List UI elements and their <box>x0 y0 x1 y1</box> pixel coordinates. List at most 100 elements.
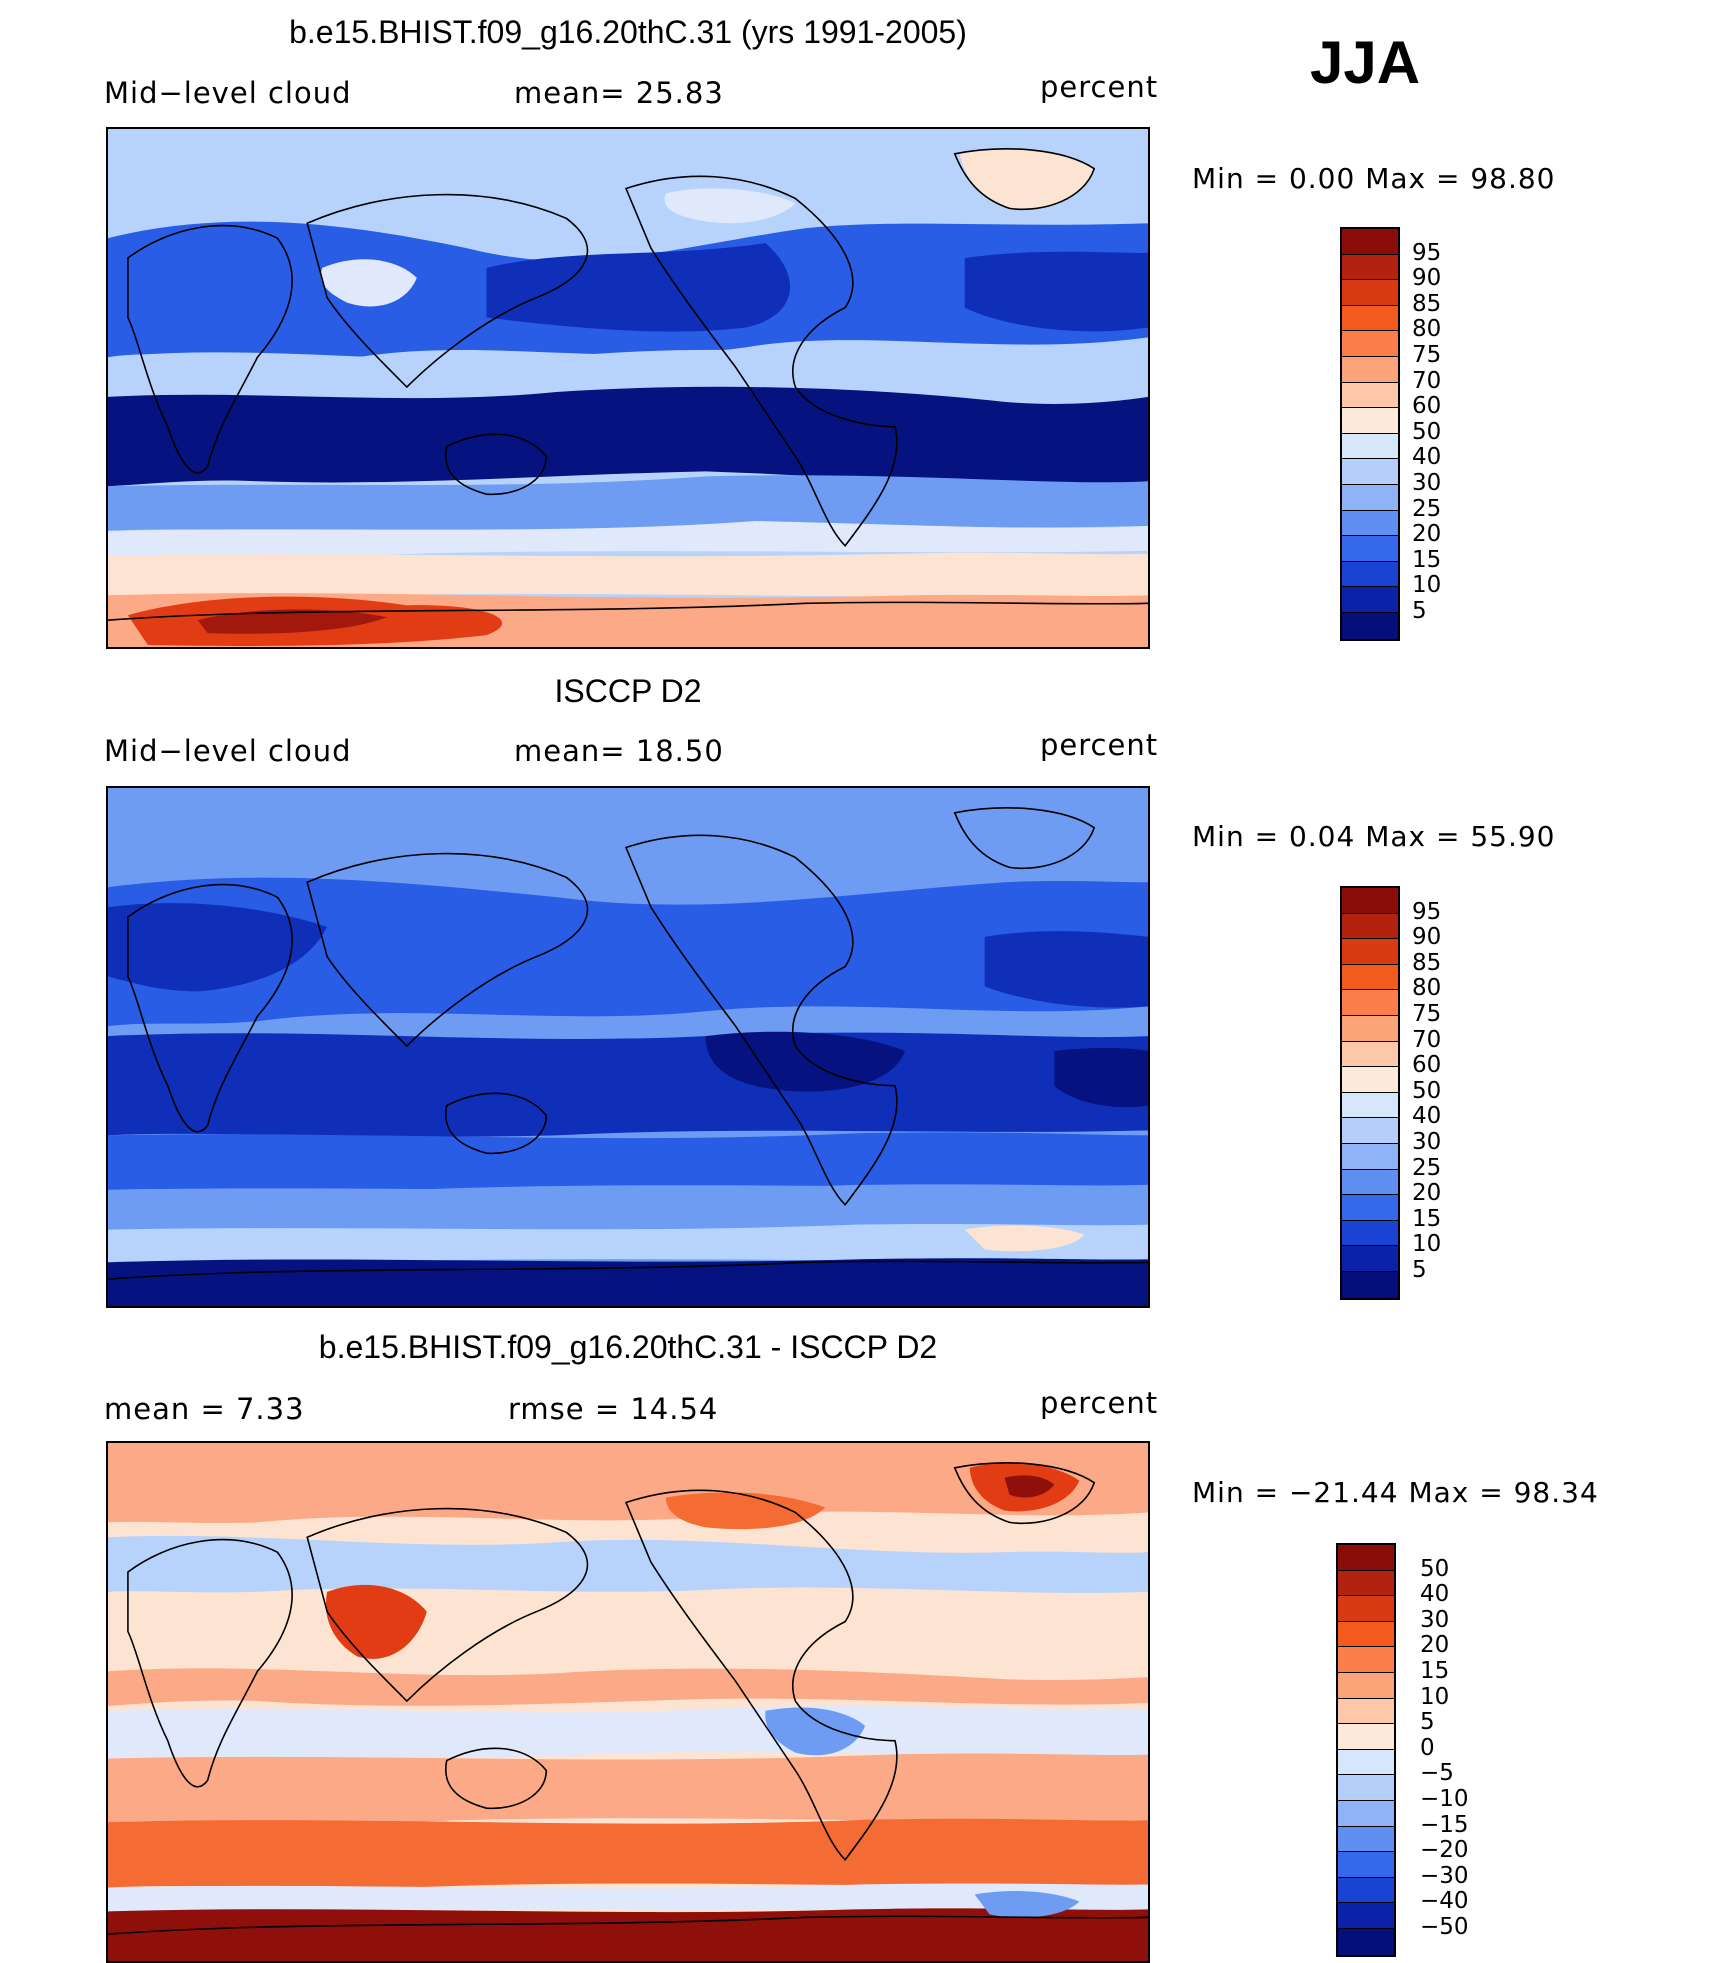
season-label: JJA <box>1310 29 1421 96</box>
colorbar-model <box>1340 227 1400 641</box>
colorbar-swatch <box>1342 990 1398 1016</box>
colorbar-swatch <box>1342 1092 1398 1119</box>
peru-blue <box>765 1707 866 1756</box>
colorbar-tick-label: −5 <box>1420 1760 1454 1787</box>
colorbar-swatch <box>1338 1724 1394 1750</box>
colorbar-tick-label: 95 <box>1412 898 1442 925</box>
colorbar-tick-label: 30 <box>1420 1606 1450 1633</box>
itcz-pale <box>108 349 1148 398</box>
colorbar-swatch <box>1342 331 1398 357</box>
colorbar-swatch <box>1338 1698 1394 1725</box>
colorbar-swatch <box>1338 1621 1394 1648</box>
southern-pale <box>108 520 1148 557</box>
colorbar-swatch <box>1342 1143 1398 1170</box>
colorbar-swatch <box>1342 484 1398 511</box>
colorbar-tick-label: 10 <box>1412 572 1442 599</box>
greenland-darkred <box>1004 1475 1055 1498</box>
antarctic-darkred <box>197 609 387 634</box>
mean-label-model: mean= 25.83 <box>514 76 724 110</box>
colorbar-swatch <box>1338 1775 1394 1801</box>
rockies-pale <box>664 188 796 224</box>
colorbar-tick-label: 10 <box>1420 1683 1450 1710</box>
contour-map-obs <box>108 788 1148 1306</box>
colorbar-swatches-model <box>1342 229 1398 639</box>
colorbar-swatch <box>1338 1647 1394 1673</box>
colorbar-tick-label: −10 <box>1420 1786 1469 1812</box>
colorbar-swatch <box>1338 1570 1394 1597</box>
colorbar-swatch <box>1338 1545 1394 1571</box>
colorbar-tick-label: 85 <box>1412 949 1442 976</box>
colorbar-tick-label: 90 <box>1412 924 1442 951</box>
colorbar-swatch <box>1342 459 1398 485</box>
contour-map-model <box>108 129 1148 647</box>
colorbar-tick-label: 15 <box>1420 1658 1450 1684</box>
colorbar-swatch <box>1338 1596 1394 1622</box>
southern-light <box>108 1184 1148 1231</box>
colorbar-swatch <box>1338 1749 1394 1776</box>
colorbar-tick-label: 25 <box>1412 1154 1442 1181</box>
colorbar-swatch <box>1342 964 1398 991</box>
colorbar-tick-label: −20 <box>1420 1837 1469 1864</box>
colorbar-tick-label: 75 <box>1412 1001 1442 1027</box>
colorbar-tick-label: −30 <box>1420 1862 1469 1889</box>
northern-dark <box>108 903 328 992</box>
coastlines-obs <box>108 807 1148 1280</box>
colorbar-tick-label: 50 <box>1412 418 1442 445</box>
tropic-south-deep <box>108 386 1148 488</box>
colorbar-swatch <box>1342 254 1398 281</box>
colorbar-swatch <box>1342 382 1398 409</box>
india-red <box>325 1584 427 1659</box>
colorbar-tick-label: 20 <box>1412 1180 1442 1207</box>
colorbar-swatch <box>1342 356 1398 383</box>
colorbar-swatches-diff <box>1338 1545 1394 1955</box>
colorbar-tick-label: 5 <box>1420 1709 1435 1736</box>
units-label-obs: percent <box>1040 728 1159 762</box>
colorbar-swatch <box>1338 1903 1394 1929</box>
colorbar-swatch <box>1342 280 1398 306</box>
northern-pale-blue <box>108 1535 1148 1593</box>
colorbar-swatch <box>1342 587 1398 613</box>
colorbar-tick-label: 15 <box>1412 546 1442 573</box>
panel-title-model: b.e15.BHIST.f09_g16.20thC.31 (yrs 1991-2… <box>289 14 967 50</box>
colorbar-tick-label: 30 <box>1412 1129 1442 1155</box>
field-label-model: Mid−level cloud <box>104 76 352 110</box>
rmse-label-diff: rmse = 14.54 <box>508 1392 719 1426</box>
panel-title-obs: ISCCP D2 <box>554 673 702 709</box>
colorbar-tick-label: 60 <box>1412 393 1442 420</box>
colorbar-tick-label: 20 <box>1412 521 1442 548</box>
colorbar-swatches-obs <box>1342 888 1398 1298</box>
colorbar-swatch <box>1342 1041 1398 1068</box>
atlantic-dark <box>984 931 1148 1008</box>
colorbar-swatch <box>1338 1852 1394 1878</box>
itcz-salmon <box>108 1668 1148 1706</box>
colorbar-tick-label: 15 <box>1412 1205 1442 1232</box>
tropical-pale <box>108 1706 1148 1759</box>
colorbar-tick-label: 70 <box>1412 1026 1442 1053</box>
greenland-peach <box>959 148 1095 210</box>
colorbar-swatch <box>1338 1928 1394 1955</box>
colorbar-tick-label: −40 <box>1420 1888 1469 1915</box>
antarctic-blue-patch <box>974 1891 1080 1918</box>
colorbar-swatch <box>1342 1220 1398 1247</box>
colorbar-swatch <box>1342 536 1398 562</box>
colorbar-tick-label: 5 <box>1412 1257 1427 1283</box>
colorbar-tick-label: 80 <box>1412 316 1442 343</box>
colorbar-tick-label: 20 <box>1420 1632 1450 1659</box>
map-panel-obs <box>106 786 1150 1308</box>
subantarctic-pale <box>108 1883 1148 1912</box>
canada-orange <box>665 1492 826 1530</box>
colorbar-tick-label: 10 <box>1412 1231 1442 1258</box>
colorbar-tick-label: 0 <box>1420 1734 1435 1761</box>
minmax-obs: Min = 0.04 Max = 55.90 <box>1192 820 1556 853</box>
colorbar-swatch <box>1342 1118 1398 1144</box>
colorbar-tick-label: 70 <box>1412 367 1442 394</box>
units-label-model: percent <box>1040 70 1159 104</box>
colorbar-tick-label: 60 <box>1412 1052 1442 1079</box>
coastlines-model <box>108 148 1148 621</box>
pacific-deep <box>705 1031 905 1092</box>
colorbar-swatch <box>1342 561 1398 588</box>
map-panel-diff <box>106 1441 1150 1963</box>
colorbar-swatch <box>1342 1015 1398 1042</box>
colorbar-tick-label: 40 <box>1412 1103 1442 1130</box>
colorbar-tick-label: 25 <box>1412 495 1442 522</box>
